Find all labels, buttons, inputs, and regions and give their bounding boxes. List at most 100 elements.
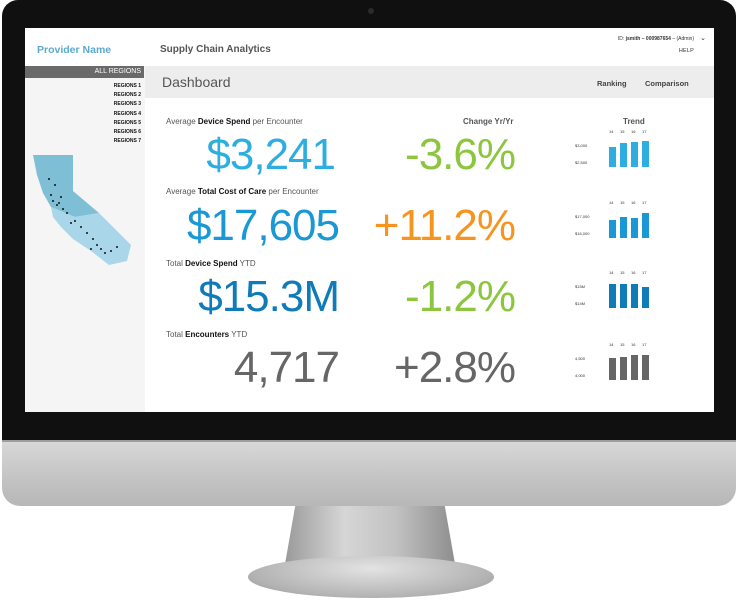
user-id-value: jsmith – 000987654 [625,36,671,42]
main-content: Dashboard Ranking Comparison Change Yr/Y… [145,66,714,412]
provider-name[interactable]: Provider Name [37,44,112,56]
trend-bar[interactable] [620,284,627,308]
region-item-1[interactable]: REGIONS 1 [113,83,141,89]
chin-divider [2,440,736,442]
all-regions-button[interactable]: ALL REGIONS [25,66,144,78]
trend-chart-total-encounters[interactable]: 4,500 4,000 14 15 16 17 [575,342,655,392]
trend-bar[interactable] [631,355,638,380]
app-title: Supply Chain Analytics [160,44,271,55]
label-prefix: Average [166,117,198,126]
region-item-7[interactable]: REGIONS 7 [113,138,141,145]
metric-label-total-encounters: Total Encounters YTD [166,330,247,339]
region-list: REGIONS 1 REGIONS 2 REGIONS 3 REGIONS 4 … [114,82,141,146]
trend-year-label: 15 [620,270,625,275]
region-item-3[interactable]: REGIONS 3 [113,101,141,108]
trend-chart-avg-device-spend[interactable]: $3,000 $2,500 14 15 16 17 [575,129,655,179]
region-item-5[interactable]: REGIONS 5 [113,119,141,126]
trend-year-label: 17 [642,342,647,347]
trend-year-label: 14 [609,342,614,347]
map-region-north[interactable] [33,155,99,217]
map-region-south[interactable] [51,207,131,265]
metric-change-total-encounters: +2.8% [394,343,516,392]
comparison-link[interactable]: Comparison [645,79,689,88]
camera-icon [368,8,374,14]
region-item-4[interactable]: REGIONS 4 [113,110,141,117]
dashboard-header: Dashboard Ranking Comparison [145,66,714,98]
monitor-chin [2,440,736,506]
trend-bar[interactable] [609,358,616,380]
trend-bar[interactable] [642,287,649,308]
trend-y-tick: 4,000 [575,373,586,378]
monitor-stand-foot [248,556,494,598]
trend-y-tick: 4,500 [575,356,586,361]
chevron-down-icon[interactable]: ⌄ [700,35,706,42]
user-id-prefix: ID: [617,36,626,42]
label-bold: Encounters [185,330,230,339]
change-column-header: Change Yr/Yr [463,117,514,126]
trend-year-label: 17 [642,270,647,275]
trend-year-label: 16 [631,200,636,205]
label-prefix: Total [166,330,186,339]
trend-y-tick: $14M [575,301,586,306]
trend-year-label: 16 [631,129,636,134]
trend-year-label: 17 [642,129,647,134]
trend-year-label: 14 [609,200,614,205]
metric-label-avg-device-spend: Average Device Spend per Encounter [166,117,303,126]
metric-value-avg-device-spend[interactable]: $3,241 [206,130,336,179]
trend-year-label: 14 [609,129,614,134]
page-title: Dashboard [162,74,231,90]
label-suffix: YTD [229,330,248,339]
trend-y-tick: $16,000 [575,231,590,236]
label-suffix: per Encounter [250,117,303,126]
user-id[interactable]: ID: jsmith – 000987654 – (Admin) [618,36,694,42]
trend-year-label: 16 [631,270,636,275]
trend-year-label: 17 [642,200,647,205]
trend-bar[interactable] [631,142,638,167]
label-bold: Total Cost of Care [197,187,267,196]
trend-bar[interactable] [609,220,616,238]
sidebar: ALL REGIONS REGIONS 1 REGIONS 2 REGIONS … [25,66,145,412]
label-suffix: YTD [237,259,256,268]
trend-bar[interactable] [620,217,627,238]
metric-label-total-device-spend: Total Device Spend YTD [166,259,256,268]
trend-bar[interactable] [631,284,638,308]
metric-label-avg-total-cost: Average Total Cost of Care per Encounter [166,187,319,196]
metric-change-avg-device-spend: -3.6% [405,130,516,179]
trend-y-tick: $15M [575,284,586,289]
trend-chart-avg-total-cost[interactable]: $17,000 $16,000 14 15 16 17 [575,200,655,250]
trend-year-label: 16 [631,342,636,347]
region-item-6[interactable]: REGIONS 6 [113,129,141,136]
region-item-2[interactable]: REGIONS 2 [113,92,141,99]
label-prefix: Average [166,187,198,196]
trend-column-header: Trend [623,117,645,126]
trend-bar[interactable] [620,143,627,167]
monitor-stand-neck [285,506,455,564]
ranking-link[interactable]: Ranking [597,79,627,88]
trend-bar[interactable] [642,213,649,238]
trend-bar[interactable] [620,357,627,380]
label-suffix: per Encounter [266,187,319,196]
trend-y-tick: $2,500 [575,160,588,165]
metric-value-total-encounters[interactable]: 4,717 [233,343,340,392]
trend-y-tick: $3,000 [575,143,588,148]
trend-year-label: 15 [620,200,625,205]
trend-bar[interactable] [642,355,649,380]
trend-bar[interactable] [609,284,616,308]
help-link[interactable]: HELP [678,48,694,54]
screen: Provider Name Supply Chain Analytics ID:… [25,28,714,412]
metric-change-total-device-spend: -1.2% [405,272,516,321]
trend-year-label: 15 [620,129,625,134]
trend-year-label: 15 [620,342,625,347]
trend-bar[interactable] [609,147,616,167]
user-role: – (Admin) [670,36,694,42]
metric-value-total-device-spend[interactable]: $15.3M [198,272,340,321]
metric-value-avg-total-cost[interactable]: $17,605 [186,201,340,250]
location-dots [48,178,118,254]
trend-bar[interactable] [631,218,638,238]
trend-chart-total-device-spend[interactable]: $15M $14M 14 15 16 17 [575,270,655,320]
trend-y-tick: $17,000 [575,214,590,219]
california-map[interactable] [31,153,137,273]
trend-bar[interactable] [642,141,649,167]
trend-year-label: 14 [609,270,614,275]
label-bold: Device Spend [197,117,251,126]
